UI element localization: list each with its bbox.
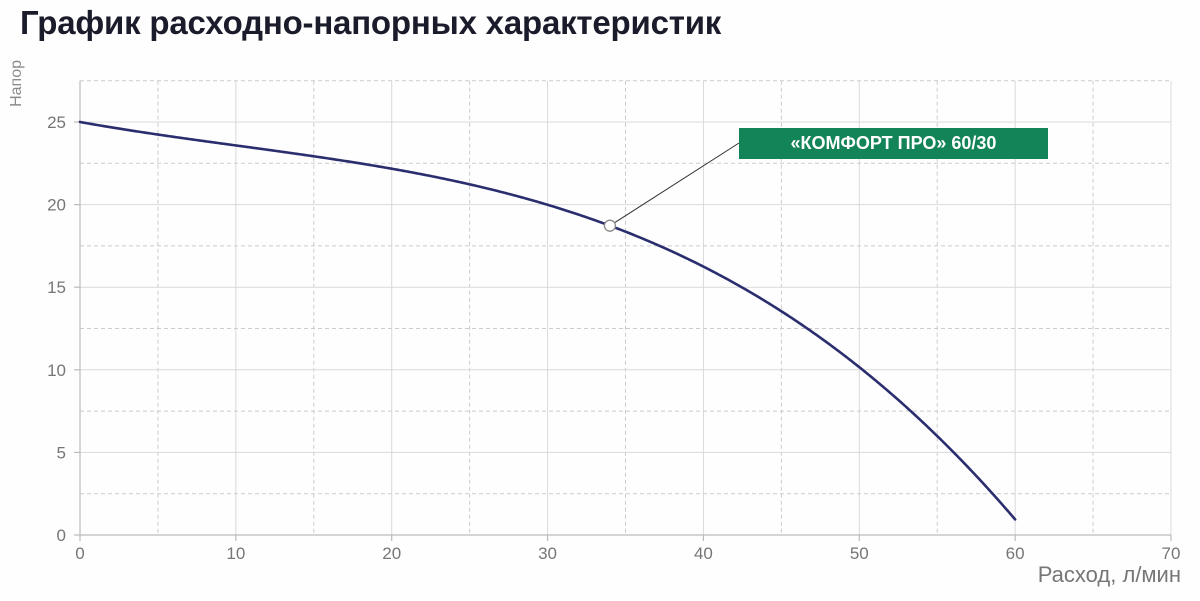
- svg-text:5: 5: [57, 443, 66, 462]
- svg-text:15: 15: [47, 278, 66, 297]
- svg-text:30: 30: [538, 544, 557, 563]
- svg-text:20: 20: [47, 196, 66, 215]
- svg-text:70: 70: [1162, 544, 1181, 563]
- svg-text:50: 50: [850, 544, 869, 563]
- svg-text:25: 25: [47, 113, 66, 132]
- svg-text:0: 0: [75, 544, 84, 563]
- svg-text:60: 60: [1006, 544, 1025, 563]
- svg-text:10: 10: [226, 544, 245, 563]
- svg-text:40: 40: [694, 544, 713, 563]
- svg-text:20: 20: [382, 544, 401, 563]
- svg-text:0: 0: [57, 526, 66, 545]
- svg-text:10: 10: [47, 361, 66, 380]
